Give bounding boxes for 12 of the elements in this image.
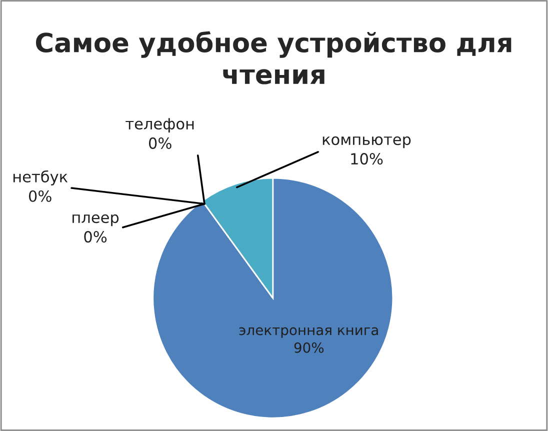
slice-label: компьютер bbox=[322, 136, 411, 148]
data-label: 10% bbox=[351, 153, 383, 165]
text: 0% bbox=[28, 190, 52, 202]
slice-label: электронная книга bbox=[239, 327, 378, 338]
category-label: плеер bbox=[72, 214, 119, 226]
text: 0% bbox=[148, 137, 172, 149]
category-label: телефон bbox=[126, 118, 194, 132]
text: 0% bbox=[84, 231, 107, 243]
pie-slice bbox=[152, 177, 394, 419]
category-label: нетбук bbox=[13, 170, 68, 186]
chart-title: Самое удобное устройство для чтения bbox=[36, 31, 512, 84]
data-label: 90% bbox=[294, 342, 324, 353]
